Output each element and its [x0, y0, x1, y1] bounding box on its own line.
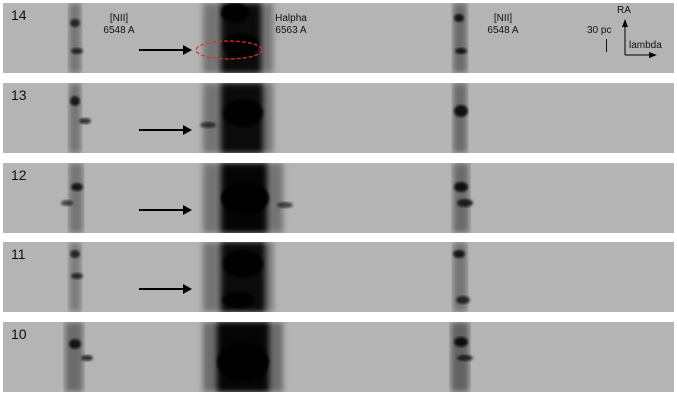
spectrum-panel-10: 10 [3, 322, 674, 392]
panel-number: 12 [11, 167, 27, 183]
spectrum-image [65, 322, 473, 392]
nii-right-label-line1: [NII] [493, 13, 513, 24]
halpha-label-line2: 6563 A [275, 25, 307, 36]
panel-number: 14 [11, 7, 27, 23]
axis-arrows [622, 19, 657, 58]
axis-lambda-label: lambda [629, 40, 662, 51]
spectrum-image [69, 242, 470, 312]
nii-left-label: [NII] 6548 A [99, 13, 139, 37]
arrow [139, 284, 192, 294]
spectrum-image [69, 3, 657, 73]
arrow [139, 45, 192, 55]
panel-number: 13 [11, 87, 27, 103]
arrow [139, 125, 192, 135]
panel-number: 10 [11, 326, 27, 342]
nii-left-label-line2: 6548 A [103, 25, 135, 36]
nii-line-right [453, 3, 467, 73]
nii-line-left [69, 3, 83, 73]
spectrum-image [69, 83, 468, 153]
axis-ra-label: RA [617, 5, 631, 16]
halpha-label-line1: Halpha [275, 13, 307, 24]
halpha-line [203, 3, 273, 73]
nii-left-label-line1: [NII] [109, 13, 129, 24]
scale-bar [606, 39, 607, 52]
spectrum-panel-11: 11 [3, 242, 674, 312]
halpha-label: Halpha 6563 A [269, 13, 313, 37]
arrow [139, 205, 192, 215]
highlight-ellipse [195, 40, 263, 60]
scale-label: 30 pc [587, 25, 612, 36]
spectrum-panel-13: 13 [3, 83, 674, 153]
spectrum-panel-14: 14 [NII] 6548 A Halpha 6563 A [NII] 6548… [3, 3, 674, 73]
panel-number: 11 [11, 246, 26, 262]
spectrum-panel-12: 12 [3, 163, 674, 233]
nii-right-label: [NII] 6548 A [483, 13, 523, 37]
nii-right-label-line2: 6548 A [487, 25, 519, 36]
spectrum-image [61, 163, 473, 233]
